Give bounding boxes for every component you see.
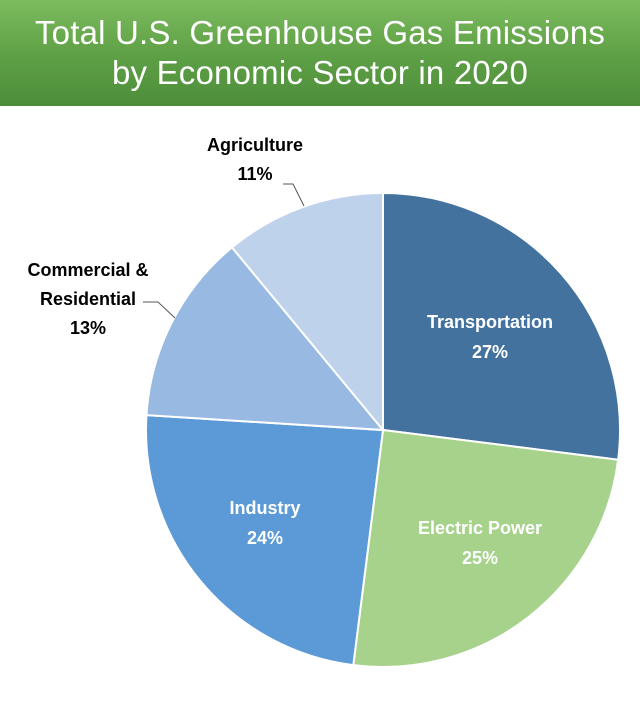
pie-slice-transportation (382, 191, 621, 461)
chart-title-line-2: by Economic Sector in 2020 (111, 54, 529, 91)
slice-value-commercial-residential: 13% (70, 318, 106, 338)
slice-label-commercial-residential-line-2: Residential (40, 289, 136, 309)
slice-label-commercial-residential-line-1: Commercial & (27, 260, 148, 280)
chart-title-line-1: Total U.S. Greenhouse Gas Emissions (34, 14, 606, 51)
leader-line-agriculture (283, 183, 305, 207)
slice-label-transportation: Transportation (427, 312, 553, 332)
pie-slice-commercial-residential (145, 245, 386, 432)
pie-slice-industry (145, 414, 385, 667)
slice-value-electric-power: 25% (462, 548, 498, 568)
slice-label-electric-power: Electric Power (418, 518, 542, 538)
leader-line-commercial-residential (143, 301, 176, 319)
slice-value-agriculture: 11% (237, 164, 272, 184)
pie-chart: Transportation 27% Electric Power 25% Indust… (27, 135, 621, 668)
title-banner: Total U.S. Greenhouse Gas Emissions by E… (0, 0, 640, 106)
slice-label-industry: Industry (229, 498, 300, 518)
slice-value-transportation: 27% (472, 342, 508, 362)
pie-slice-agriculture (230, 191, 384, 433)
pie-slice-electric-power (352, 428, 620, 668)
slice-value-industry: 24% (247, 528, 283, 548)
slice-label-agriculture: Agriculture (207, 135, 303, 155)
